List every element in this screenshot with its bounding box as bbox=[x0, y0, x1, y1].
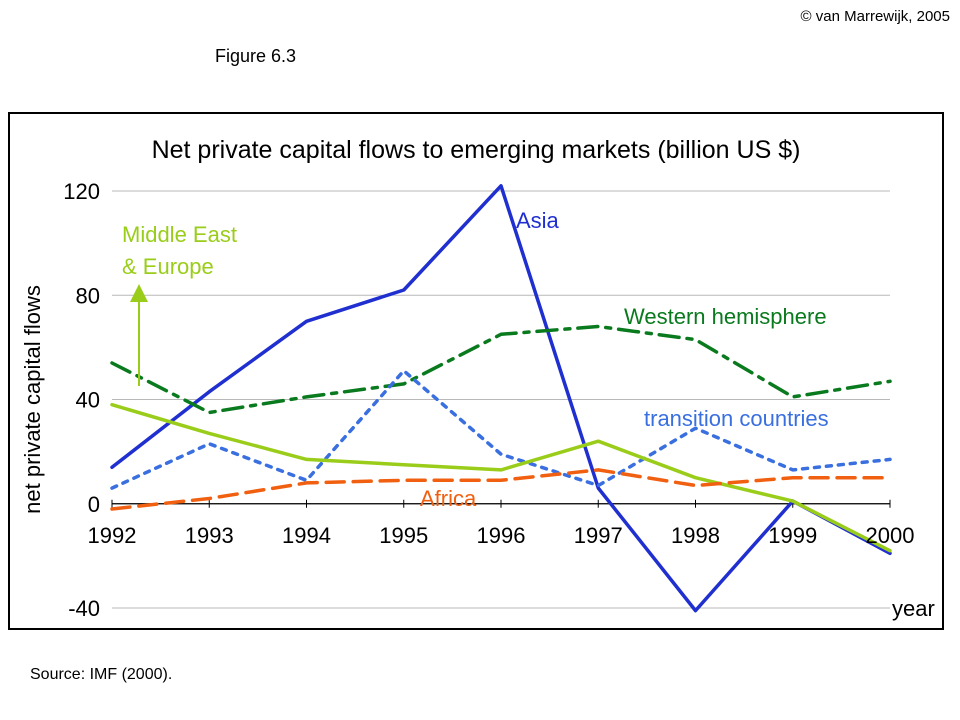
x-tick-label: 1992 bbox=[88, 523, 137, 548]
annotation-arrow-head bbox=[130, 284, 148, 302]
series-line-middle-east-and-europe bbox=[110, 402, 892, 553]
y-axis-label: net private capital flows bbox=[20, 285, 45, 514]
x-tick-label: 2000 bbox=[866, 523, 915, 548]
y-tick-label: 0 bbox=[88, 492, 100, 517]
series-line-asia bbox=[110, 184, 892, 613]
chart-title: Net private capital flows to emerging ma… bbox=[152, 136, 801, 164]
annotation-western-hemisphere: Western hemisphere bbox=[624, 304, 827, 329]
series-line-africa bbox=[110, 468, 892, 511]
source-note: Source: IMF (2000). bbox=[30, 666, 173, 683]
x-tick-label: 1994 bbox=[282, 523, 331, 548]
annotation-transition-countries: transition countries bbox=[644, 406, 829, 431]
y-tick-label: 120 bbox=[63, 179, 100, 204]
copyright-notice: © van Marrewijk, 2005 bbox=[800, 8, 950, 25]
series-line-western-hemisphere bbox=[110, 324, 892, 415]
series-line-transition-countries bbox=[110, 369, 892, 490]
x-axis-label: year bbox=[892, 596, 935, 621]
chart-frame: Net private capital flows to emerging ma… bbox=[8, 112, 944, 630]
y-tick-label: 80 bbox=[76, 283, 100, 308]
annotation-africa: Africa bbox=[420, 486, 477, 511]
annotation-middle-east-line2: & Europe bbox=[122, 254, 214, 279]
y-tick-label: -40 bbox=[68, 596, 100, 621]
x-tick-label: 1995 bbox=[379, 523, 428, 548]
figure-label: Figure 6.3 bbox=[215, 46, 297, 66]
annotation-asia: Asia bbox=[516, 208, 560, 233]
x-tick-label: 1998 bbox=[671, 523, 720, 548]
x-tick-label: 1997 bbox=[574, 523, 623, 548]
line-chart: Net private capital flows to emerging ma… bbox=[20, 136, 935, 621]
x-tick-label: 1996 bbox=[477, 523, 526, 548]
x-tick-label: 1993 bbox=[185, 523, 234, 548]
annotation-middle-east-line1: Middle East bbox=[122, 222, 237, 247]
x-tick-label: 1999 bbox=[768, 523, 817, 548]
y-tick-label: 40 bbox=[76, 388, 100, 413]
